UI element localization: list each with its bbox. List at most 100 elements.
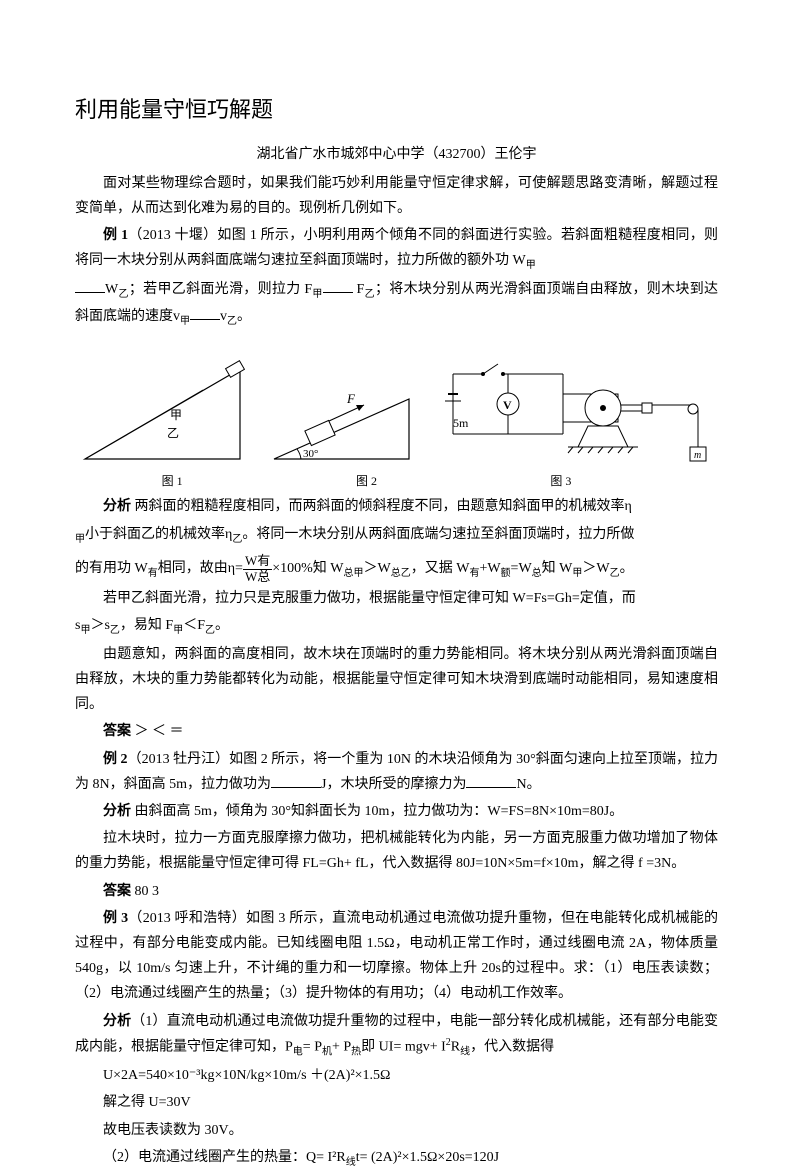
t: 。将同一木块分别从两斜面底端匀速拉至斜面顶端时，拉力所做 [242,527,634,542]
t: ＞ ＜ ＝ [131,724,184,739]
sub: 甲 [526,260,536,271]
figure1-icon: 甲 乙 [75,354,250,469]
author-line: 湖北省广水市城郊中心中学（432700）王伦宇 [75,142,718,167]
sub: 甲 [80,625,90,636]
t: （2）电流通过线圈产生的热量：Q= I²R [103,1150,346,1165]
sub: 总甲 [344,568,364,579]
blank [75,278,105,293]
example2: 例 2（2013 牡丹江）如图 2 所示，将一个重为 10N 的木块沿倾角为 3… [75,747,718,797]
t: + P [332,1039,351,1054]
sub: 总 [532,568,542,579]
cap2: 图 2 [356,471,377,493]
page-title: 利用能量守恒巧解题 [75,90,718,130]
t: W [105,282,118,297]
t: ＞W [582,561,609,576]
t: ，又据 W [411,561,470,576]
t: 的有用功 W [75,561,148,576]
sub: 甲 [75,533,85,544]
label: 例 3 [103,911,128,926]
eq3: 故电压表读数为 30V。 [75,1118,718,1143]
t: 由斜面高 5m，倾角为 30°知斜面长为 10m，拉力做功为：W=FS=8N×1… [131,804,623,819]
label: 分析 [103,804,131,819]
sub: 甲 [312,289,323,300]
ex1-text: （2013 十堰）如图 1 所示，小明利用两个倾角不同的斜面进行实验。若斜面粗糙… [75,228,718,268]
answer1: 答案 ＞ ＜ ＝ [75,719,718,744]
sub: 乙 [227,316,237,327]
label: 答案 [103,884,131,899]
ex1-cont: W乙；若甲乙斜面光滑，则拉力 F甲 F乙；将木块分别从两光滑斜面顶端自由释放，则… [75,277,718,331]
analysis3-p1: 分析（1）直流电动机通过电流做功提升重物的过程中，电能一部分转化成机械能，还有部… [75,1009,718,1062]
t: R [451,1039,460,1054]
analysis1-p3: 若甲乙斜面光滑，拉力只是克服重力做功，根据能量守恒定律可知 W=Fs=Gh=定值… [75,586,718,611]
sub: 机 [322,1046,332,1057]
t: J，木块所受的摩擦力为 [321,777,466,792]
sub: 乙 [118,289,129,300]
figure3-icon: V m 5m [438,339,718,469]
sub: 有 [469,568,479,579]
blank [271,773,321,788]
example1: 例 1（2013 十堰）如图 1 所示，小明利用两个倾角不同的斜面进行实验。若斜… [75,223,718,275]
ex1-label: 例 1 [103,228,128,243]
intro-paragraph: 面对某些物理综合题时，如果我们能巧妙利用能量守恒定律求解，可使解题思路变清晰，解… [75,171,718,221]
label: 答案 [103,724,131,739]
sub: 有 [148,568,158,579]
sub: 乙 [610,568,620,579]
label: 例 2 [103,752,128,767]
analysis1-p1b: 甲小于斜面乙的机械效率η乙。将同一木块分别从两斜面底端匀速拉至斜面顶端时，拉力所… [75,522,718,549]
eq2: 解之得 U=30V [75,1090,718,1115]
answer2: 答案 80 3 [75,879,718,904]
blank [466,773,516,788]
t: 相同，故由η= [158,561,243,576]
cap1: 图 1 [162,471,183,493]
analysis3-p2: （2）电流通过线圈产生的热量：Q= I²R线t= (2A)²×1.5Ω×20s=… [75,1145,718,1172]
t: 两斜面的粗糙程度相同，而两斜面的倾斜程度不同，由题意知斜面甲的机械效率η [131,499,632,514]
t: ，代入数据得 [470,1039,554,1054]
t: 小于斜面乙的机械效率η [85,527,232,542]
blank [323,278,353,293]
sub: 热 [351,1046,361,1057]
svg-text:乙: 乙 [167,426,179,440]
svg-text:30°: 30° [303,448,318,460]
figure-captions: 图 1 图 2 图 3 [75,471,718,493]
t: = P [303,1039,322,1054]
sub: 甲 [572,568,582,579]
t: =W [511,561,532,576]
analysis1-p2: 的有用功 W有相同，故由η=W有W总×100%知 W总甲＞W总乙，又据 W有+W… [75,554,718,584]
t: ，易知 F [120,618,173,633]
sub: 线 [346,1157,356,1168]
analysis1-p1: 分析 两斜面的粗糙程度相同，而两斜面的倾斜程度不同，由题意知斜面甲的机械效率η [75,494,718,519]
sub: 线 [460,1046,470,1057]
label: 分析 [103,499,131,514]
sub: 额 [501,568,511,579]
num: W有 [243,554,272,569]
t: ＞s [90,618,109,633]
t: ×100%知 W [272,561,343,576]
t: v [220,309,227,324]
t: N。 [516,777,540,792]
t: F [353,282,365,297]
sub: 电 [293,1046,303,1057]
t: t= (2A)²×1.5Ω×20s=120J [356,1150,499,1165]
sub: 甲 [173,625,183,636]
svg-text:F: F [346,391,356,406]
svg-text:甲: 甲 [170,408,182,422]
svg-text:V: V [503,398,512,412]
t: ＞W [364,561,391,576]
sub: 乙 [205,625,215,636]
cap3: 图 3 [550,471,571,493]
t: （2013 呼和浩特）如图 3 所示，直流电动机通过电流做功提升重物，但在电能转… [75,911,718,1002]
t: ＜F [183,618,205,633]
t: 知 W [542,561,573,576]
svg-text:m: m [694,450,701,461]
t: 80 3 [131,884,159,899]
eq1: U×2A=540×10⁻³kg×10N/kg×10m/s ＋(2A)²×1.5Ω [75,1063,718,1088]
fraction: W有W总 [243,554,272,584]
svg-text:5m: 5m [453,416,469,430]
example3: 例 3（2013 呼和浩特）如图 3 所示，直流电动机通过电流做功提升重物，但在… [75,906,718,1007]
sub: 总乙 [391,568,411,579]
figure2-icon: F 30° [269,359,419,469]
t: ；若甲乙斜面光滑，则拉力 F [129,282,312,297]
t: 。 [237,309,251,324]
t: +W [479,561,500,576]
analysis2-p1: 分析 由斜面高 5m，倾角为 30°知斜面长为 10m，拉力做功为：W=FS=8… [75,799,718,824]
